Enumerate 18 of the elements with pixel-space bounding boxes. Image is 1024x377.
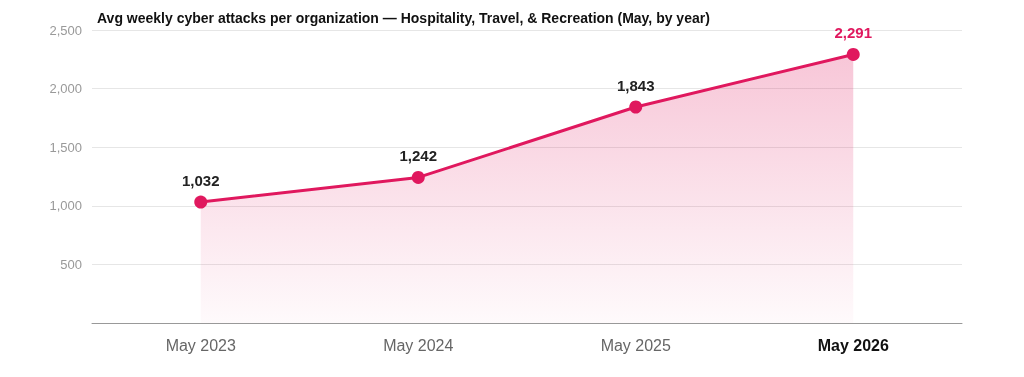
data-label: 1,032 <box>181 171 220 189</box>
x-tick-label: May 2026 <box>817 336 889 354</box>
data-label: 2,291 <box>834 23 873 41</box>
data-label: 1,242 <box>399 146 438 164</box>
point <box>411 170 425 184</box>
x-tick-label: May 2025 <box>600 336 671 354</box>
data-label: 1,843 <box>616 76 655 94</box>
point <box>194 195 208 209</box>
point <box>846 48 860 61</box>
x-tick-label: May 2023 <box>165 336 236 354</box>
chart-title: Avg weekly cyber attacks per organization — Hospitality, Travel, & Recreation (May, by year) <box>97 10 710 26</box>
y-tick-label: 2,500 <box>49 22 82 38</box>
y-tick-label: 500 <box>60 256 82 272</box>
point <box>629 100 643 114</box>
y-tick-label: 1,000 <box>49 198 82 214</box>
y-tick-label: 2,000 <box>49 81 82 97</box>
y-tick-label: 1,500 <box>49 139 82 155</box>
x-tick-label: May 2024 <box>383 336 454 354</box>
